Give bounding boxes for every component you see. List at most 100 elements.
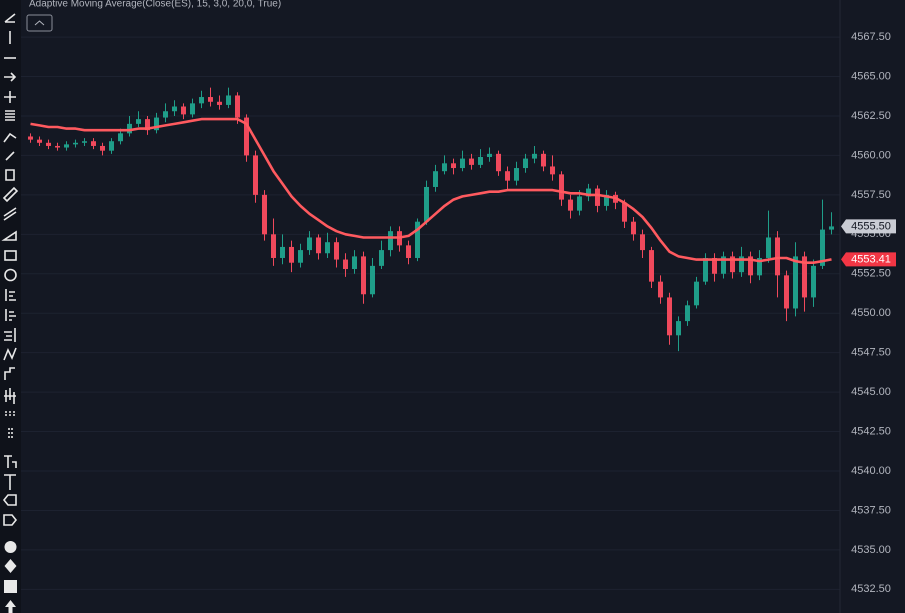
candle-body	[253, 155, 258, 195]
tool-icon[interactable]	[5, 151, 15, 161]
candle-body	[244, 117, 249, 156]
grid	[21, 36, 840, 590]
y-tick-label: 4532.50	[851, 583, 891, 595]
candle-body	[262, 194, 267, 235]
candle-body	[577, 196, 582, 211]
tool-icon[interactable]	[5, 309, 16, 321]
y-tick-label: 4540.00	[851, 465, 891, 477]
candle-body	[334, 242, 339, 260]
candle-body	[721, 256, 726, 274]
tool-icon[interactable]	[4, 13, 16, 23]
candle-body	[226, 95, 231, 105]
y-tick-label: 4562.50	[851, 110, 891, 122]
candle-body	[325, 242, 330, 254]
candle-body	[73, 142, 78, 145]
y-tick-label: 4552.50	[851, 268, 891, 280]
tool-icon[interactable]	[1, 230, 17, 241]
tool-icon[interactable]	[4, 72, 17, 82]
candle-body	[343, 259, 348, 270]
candle-body	[514, 168, 519, 181]
tool-icon[interactable]	[3, 132, 17, 143]
candle-body	[298, 250, 303, 263]
candle-body	[775, 237, 780, 276]
tool-icon[interactable]	[5, 110, 15, 121]
tool-icon[interactable]	[5, 411, 15, 416]
candle-body	[442, 163, 447, 172]
tool-icon[interactable]	[4, 541, 17, 553]
candle-body	[658, 281, 663, 298]
candle-body	[568, 199, 573, 211]
candle-body	[316, 237, 321, 254]
candle-body	[703, 257, 708, 282]
candle-body	[370, 265, 375, 295]
candle-body	[406, 245, 411, 258]
tool-icon[interactable]	[2, 494, 17, 506]
tool-icon[interactable]	[5, 289, 16, 301]
candle-body	[622, 202, 627, 222]
y-tick-label: 4542.50	[851, 425, 891, 437]
candle-body	[208, 97, 213, 102]
candle-body	[289, 246, 294, 263]
tool-icon[interactable]	[4, 250, 17, 261]
candle-body	[424, 186, 429, 222]
price-axis: 4532.50 4535.00 4537.50 4540.00 4542.50 4545.…	[841, 31, 896, 595]
tool-icon[interactable]	[4, 580, 17, 593]
candle-body	[631, 221, 636, 235]
candle-body	[829, 226, 834, 230]
candle-body	[91, 141, 96, 146]
tool-icon[interactable]	[4, 328, 16, 342]
candle-body	[496, 153, 501, 172]
tool-icon[interactable]	[5, 600, 16, 613]
candle-body	[820, 229, 825, 266]
y-tick-label: 4557.50	[851, 189, 891, 201]
candle-body	[100, 145, 105, 151]
y-tick-label: 4565.00	[851, 70, 891, 82]
candle-body	[685, 305, 690, 322]
collapse-button[interactable]	[26, 14, 53, 32]
candle-body	[307, 237, 312, 251]
candle-body	[640, 234, 645, 251]
indicator-title: Adaptive Moving Average(Close(ES), 15, 3…	[29, 0, 281, 10]
candle-body	[811, 265, 816, 298]
candle-body	[271, 234, 276, 258]
candle-body	[235, 95, 240, 118]
tool-icon[interactable]	[4, 388, 16, 404]
tool-icon[interactable]	[8, 428, 13, 440]
tool-icon[interactable]	[3, 207, 17, 221]
candle-body	[145, 119, 150, 131]
price-label-box	[841, 252, 896, 267]
candle-body	[793, 256, 798, 309]
tool-icon[interactable]	[3, 514, 18, 526]
tool-icon[interactable]	[4, 91, 16, 103]
candle-body	[199, 97, 204, 104]
tool-icon[interactable]	[4, 367, 15, 380]
tool-icon[interactable]	[3, 347, 17, 361]
tool-icon[interactable]	[4, 268, 17, 282]
price-label: 4555.50	[851, 220, 891, 232]
candle-body	[766, 237, 771, 258]
tool-icon[interactable]	[4, 559, 17, 573]
toolbar-icons	[1, 13, 19, 526]
candle-body	[712, 257, 717, 274]
candle-body	[559, 174, 564, 200]
candle-body	[478, 156, 483, 165]
tool-icon[interactable]	[4, 455, 17, 468]
candle-body	[748, 256, 753, 276]
candle-body	[676, 321, 681, 336]
toolbar-bg	[0, 0, 21, 613]
tool-icon[interactable]	[5, 169, 15, 181]
tool-icon[interactable]	[2, 186, 19, 203]
candle-body	[505, 171, 510, 181]
candle-body	[118, 133, 123, 142]
candle-body	[379, 250, 384, 266]
candle-body	[523, 158, 528, 169]
candle-body	[460, 158, 465, 169]
tool-icon[interactable]	[4, 474, 16, 490]
price-label-box	[841, 219, 896, 234]
candle-body	[730, 256, 735, 273]
y-tick-label: 4537.50	[851, 504, 891, 516]
candle-body	[739, 256, 744, 273]
candle-body	[55, 145, 60, 148]
candle-body	[361, 256, 366, 295]
